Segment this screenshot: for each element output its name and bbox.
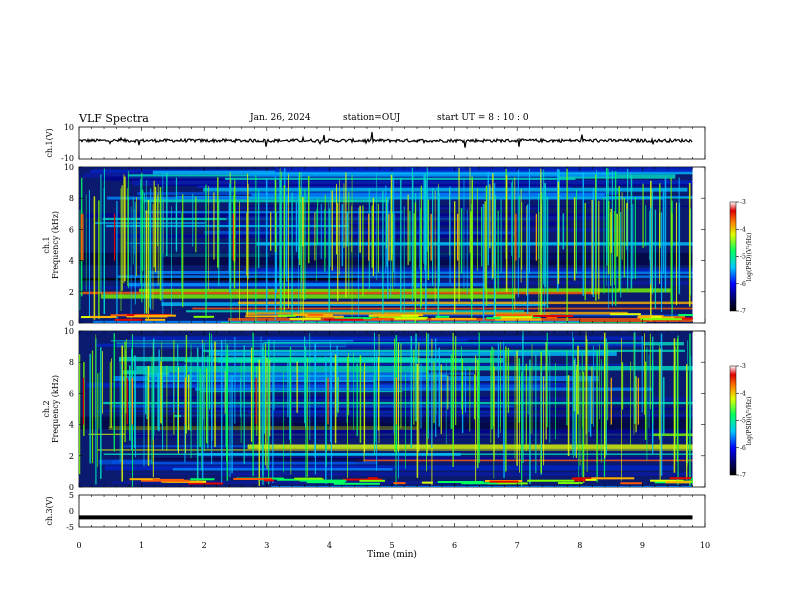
ch1-ytick-top: 10 xyxy=(64,123,74,132)
ch2-spectrogram-image xyxy=(79,331,693,487)
ch1-colorbar-label: log(PSD)(V²/Hz) xyxy=(746,233,753,282)
time-tick-label: 1 xyxy=(139,541,144,550)
time-tick-label: 6 xyxy=(452,541,457,550)
colorbar-tick-label: -7 xyxy=(740,308,746,315)
ch1-waveform-panel: 10 -10 ch.1(V) xyxy=(45,123,706,163)
colorbar-tick-label: -7 xyxy=(740,472,746,479)
time-axis-title: Time (min) xyxy=(367,549,417,560)
ch1-spectrogram-yticks: 0 2 4 6 8 10 xyxy=(64,163,705,328)
ch2-frequency-ylabel: Frequency (kHz) xyxy=(51,375,60,443)
colorbar-tick-label: -6 xyxy=(740,281,746,288)
ch3-waveform-panel: 5 0 -5 ch.3(V) xyxy=(45,491,706,532)
header-date: Jan. 26, 2024 xyxy=(250,113,311,123)
ch1-waveform-frame xyxy=(78,126,706,160)
freq-tick-label: 0 xyxy=(69,319,74,328)
freq-tick-label: 8 xyxy=(69,358,74,367)
colorbar-tick-label: -4 xyxy=(740,226,746,233)
ch1-channel-label: ch.1 xyxy=(42,236,51,253)
colorbar-tick-label: -5 xyxy=(740,254,746,261)
freq-tick-label: 6 xyxy=(69,225,74,234)
time-tick-label: 4 xyxy=(327,541,332,550)
ch2-channel-label: ch.2 xyxy=(42,400,51,417)
freq-tick-label: 10 xyxy=(64,163,74,172)
colorbar-tick-label: -6 xyxy=(740,445,746,452)
ch1-colorbar-ticks: -3 -4 -5 -6 -7 xyxy=(736,199,746,315)
freq-tick-label: 2 xyxy=(69,288,74,297)
freq-tick-label: 6 xyxy=(69,389,74,398)
ch2-colorbar xyxy=(729,365,737,476)
ch1-ytick-bottom: -10 xyxy=(61,154,74,163)
colorbar-tick-label: -3 xyxy=(740,363,746,370)
freq-tick-label: 4 xyxy=(69,421,74,430)
ch3-ytick-mid: 0 xyxy=(69,507,74,516)
time-axis-ticks xyxy=(78,127,706,527)
ch2-colorbar-label: log(PSD)(V²/Hz) xyxy=(746,397,753,446)
ch1-waveform-trace xyxy=(78,131,693,148)
time-tick-label: 0 xyxy=(76,541,81,550)
ch1-colorbar xyxy=(729,201,737,312)
ch1-frequency-ylabel: Frequency (kHz) xyxy=(51,211,60,279)
ch3-waveform-ylabel: ch.3(V) xyxy=(45,496,54,525)
ch1-spectrogram-image xyxy=(79,167,693,323)
ch2-spectrogram-yticks: 0 2 4 6 8 10 xyxy=(64,327,705,492)
header-start-time: start UT = 8 : 10 : 0 xyxy=(437,113,529,123)
colorbar-tick-label: -3 xyxy=(740,199,746,206)
ch1-waveform-ylabel: ch.1(V) xyxy=(45,128,54,157)
freq-tick-label: 4 xyxy=(69,257,74,266)
ch3-waveform-frame xyxy=(78,494,706,528)
time-tick-label: 10 xyxy=(700,541,710,550)
freq-tick-label: 2 xyxy=(69,452,74,461)
time-tick-label: 8 xyxy=(577,541,582,550)
ch3-ytick-bottom: -5 xyxy=(66,523,74,532)
time-tick-label: 7 xyxy=(515,541,520,550)
figure-title: VLF Spectra xyxy=(79,112,149,125)
colorbar-tick-label: -5 xyxy=(740,418,746,425)
time-tick-label: 2 xyxy=(202,541,207,550)
freq-tick-label: 0 xyxy=(69,483,74,492)
time-tick-label: 3 xyxy=(264,541,269,550)
time-tick-label: 5 xyxy=(389,541,394,550)
ch3-ytick-top: 5 xyxy=(69,491,74,500)
ch2-colorbar-ticks: -3 -4 -5 -6 -7 xyxy=(736,363,746,479)
freq-tick-label: 8 xyxy=(69,194,74,203)
header-station: station=OUJ xyxy=(343,113,401,123)
time-tick-label: 9 xyxy=(640,541,645,550)
time-axis-labels: 0 1 2 3 4 5 6 7 8 9 10 xyxy=(76,541,710,550)
colorbar-tick-label: -4 xyxy=(740,390,746,397)
freq-tick-label: 10 xyxy=(64,327,74,336)
